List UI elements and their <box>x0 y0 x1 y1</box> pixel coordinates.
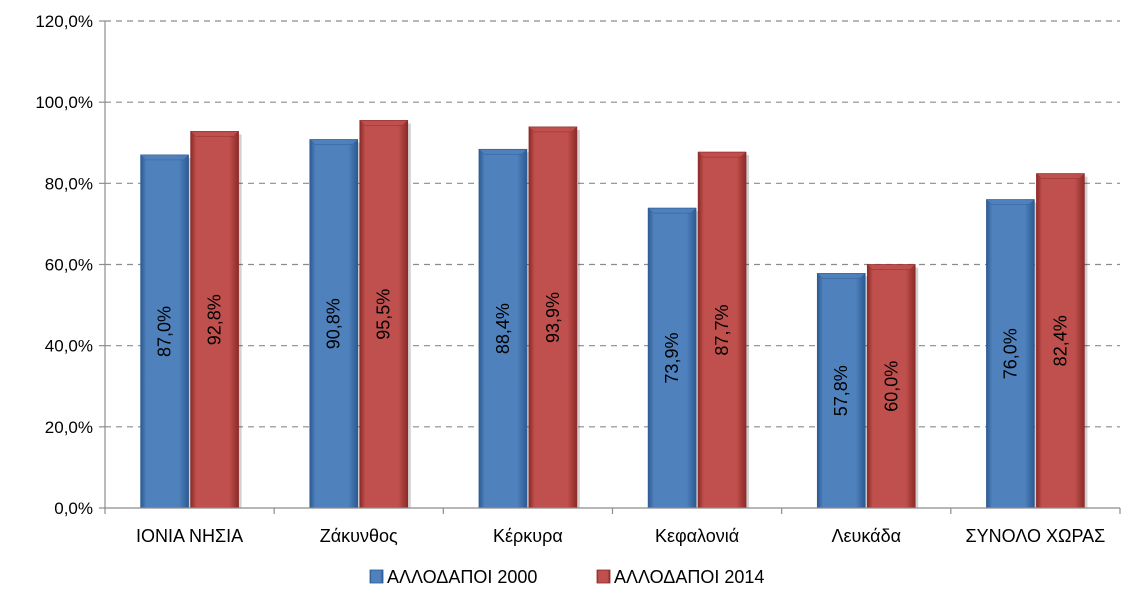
bar <box>478 148 528 509</box>
y-tick-label: 120,0% <box>35 12 93 31</box>
legend-swatch <box>596 569 611 584</box>
bar <box>528 126 578 509</box>
x-tick-label: Λευκάδα <box>831 526 901 546</box>
bar-bevel <box>139 154 190 161</box>
bar <box>816 273 866 509</box>
data-label: 93,9% <box>543 292 563 343</box>
y-axis-tick-labels: 0,0% 20,0% 40,0% 60,0% 80,0% 100,0% 120,0% <box>35 12 93 518</box>
bar-bevel <box>866 264 916 270</box>
y-tick-label: 20,0% <box>45 418 93 437</box>
bar-bevel <box>478 148 528 155</box>
bar <box>866 264 916 509</box>
legend-label: ΑΛΛΟΔΑΠΟΙ 2014 <box>614 567 764 587</box>
bar <box>986 199 1035 509</box>
data-label: 73,9% <box>662 333 682 384</box>
legend: ΑΛΛΟΔΑΠΟΙ 2000 ΑΛΛΟΔΑΠΟΙ 2014 <box>369 567 764 587</box>
bar <box>140 154 189 509</box>
bar-bevel <box>647 207 697 214</box>
legend-swatch <box>369 569 384 584</box>
data-label: 57,8% <box>831 365 851 416</box>
data-labels: 87,0% 92,8% 90,8% 95,5% 88,4% 93,9% 73,9% 87,7%… <box>155 289 1071 417</box>
x-axis-category-labels: ΙΟΝΙΑ ΝΗΣΙΑ Ζάκυνθος Κέρκυρα Κεφαλονιά Λευκά… <box>136 526 1105 546</box>
bar <box>359 120 409 509</box>
x-tick-label: Ζάκυνθος <box>320 526 398 546</box>
x-tick-label: Κεφαλονιά <box>655 526 739 546</box>
bar-bevel <box>816 273 866 279</box>
bar-bevel <box>359 120 409 126</box>
gridlines <box>99 20 1120 509</box>
data-label: 92,8% <box>205 294 225 345</box>
bar <box>647 207 697 509</box>
data-label: 88,4% <box>493 303 513 354</box>
bars <box>139 120 1088 509</box>
y-tick-label: 0,0% <box>54 499 93 518</box>
data-label: 90,8% <box>324 298 344 349</box>
bar <box>309 139 359 509</box>
bar-bevel <box>528 126 578 133</box>
bar-bevel <box>309 139 359 145</box>
data-label: 87,0% <box>155 306 175 357</box>
bar-bevel <box>189 131 240 137</box>
data-label: 95,5% <box>374 289 394 340</box>
data-label: 87,7% <box>712 305 732 356</box>
bar-bevel <box>1035 173 1086 179</box>
y-tick-label: 40,0% <box>45 337 93 356</box>
bar <box>1036 173 1085 509</box>
legend-label: ΑΛΛΟΔΑΠΟΙ 2000 <box>387 567 537 587</box>
data-label: 82,4% <box>1050 315 1070 366</box>
bar-bevel <box>985 199 1036 205</box>
x-tick-label: Κέρκυρα <box>493 526 563 546</box>
bar-bevel <box>697 151 747 158</box>
y-tick-label: 100,0% <box>35 93 93 112</box>
data-label: 60,0% <box>881 361 901 412</box>
data-label: 76,0% <box>1000 328 1020 379</box>
x-axis <box>104 507 1121 514</box>
x-tick-label: ΣΥΝΟΛΟ ΧΩΡΑΣ <box>966 526 1106 546</box>
y-tick-label: 60,0% <box>45 256 93 275</box>
x-tick-label: ΙΟΝΙΑ ΝΗΣΙΑ <box>136 526 243 546</box>
y-tick-label: 80,0% <box>45 174 93 193</box>
